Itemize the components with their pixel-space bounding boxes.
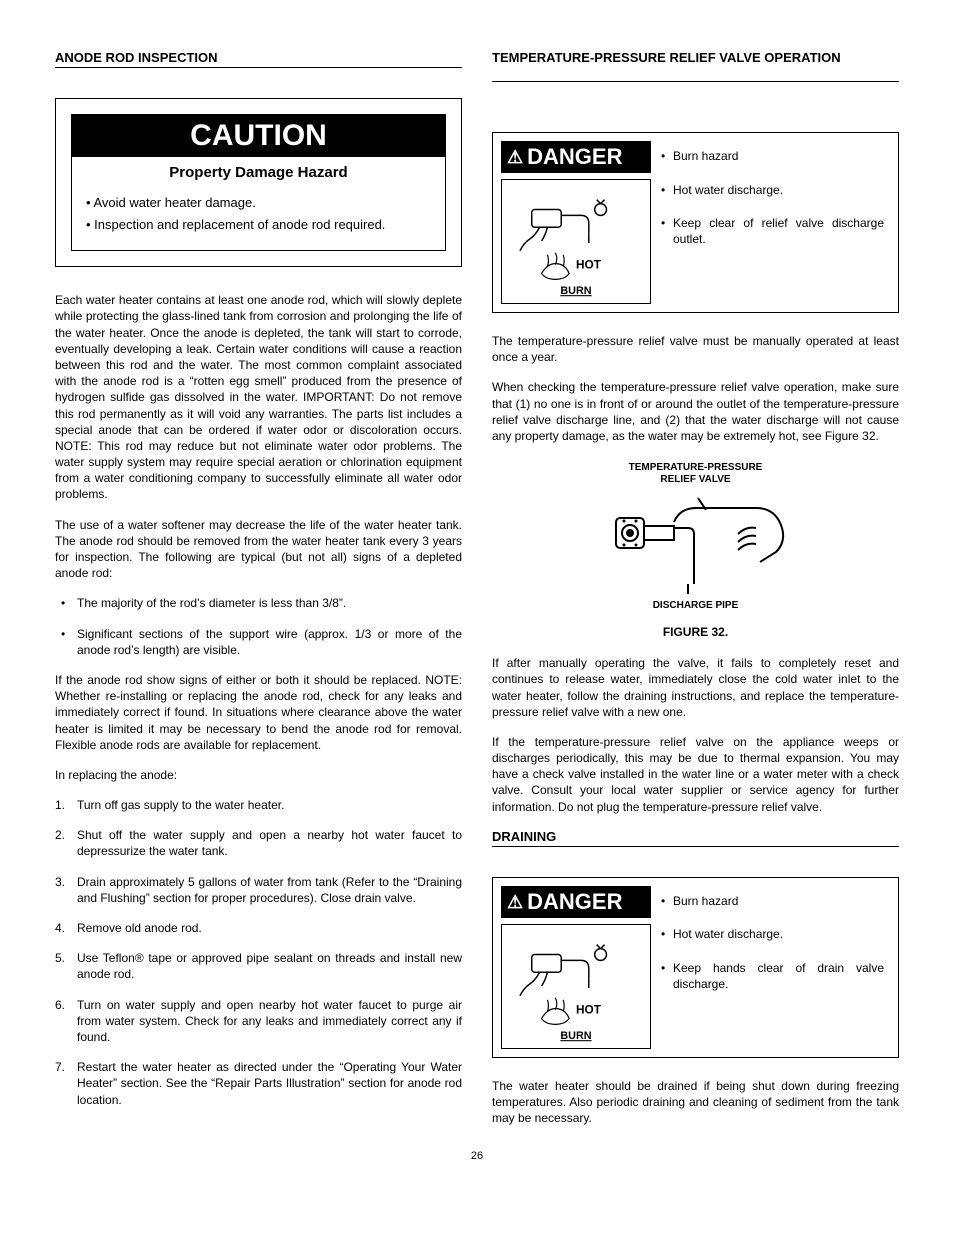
caution-points: Avoid water heater damage. Inspection an… [72, 188, 445, 250]
body-paragraph: The water heater should be drained if be… [492, 1078, 899, 1127]
step-number: 1. [55, 797, 65, 813]
svg-text:BURN: BURN [560, 285, 591, 297]
step-text: Use Teflon® tape or approved pipe sealan… [77, 951, 462, 981]
danger-item: Keep clear of relief valve discharge out… [661, 216, 884, 247]
body-paragraph: If the temperature-pressure relief valve… [492, 734, 899, 815]
section-header-draining: DRAINING [492, 829, 899, 847]
list-item: The majority of the rod’s diameter is le… [55, 595, 462, 611]
danger-bullets: Burn hazard Hot water discharge. Keep cl… [661, 141, 890, 265]
burn-hazard-illustration: HOT BURN [501, 924, 651, 1049]
section-header-anode: ANODE ROD INSPECTION [55, 50, 462, 68]
figure-top-label-2: RELIEF VALVE [492, 474, 899, 486]
danger-box: ⚠ DANGER [492, 132, 899, 313]
steps-list: 1. Turn off gas supply to the water heate… [55, 797, 462, 1108]
step-text: Shut off the water supply and open a nea… [77, 828, 462, 858]
danger-box: ⚠ DANGER [492, 877, 899, 1058]
step-text: Remove old anode rod. [77, 921, 202, 935]
danger-bullets: Burn hazard Hot water discharge. Keep ha… [661, 886, 890, 1010]
danger-item: Keep hands clear of drain valve discharg… [661, 961, 884, 992]
danger-item: Burn hazard [661, 149, 884, 165]
step-number: 6. [55, 997, 65, 1013]
danger-item: Burn hazard [661, 894, 884, 910]
danger-left: ⚠ DANGER [501, 141, 651, 304]
figure-bottom-label: DISCHARGE PIPE [492, 600, 899, 611]
danger-banner-text: DANGER [527, 889, 622, 915]
relief-valve-illustration [596, 488, 796, 598]
body-paragraph: When checking the temperature-pressure r… [492, 379, 899, 444]
step-number: 2. [55, 827, 65, 843]
signs-list: The majority of the rod’s diameter is le… [55, 595, 462, 658]
step-text: Restart the water heater as directed und… [77, 1060, 462, 1106]
step-number: 7. [55, 1059, 65, 1075]
list-item: 2. Shut off the water supply and open a n… [55, 827, 462, 859]
danger-banner-text: DANGER [527, 144, 622, 170]
caution-subhead: Property Damage Hazard [72, 157, 445, 188]
step-text: Turn on water supply and open nearby hot… [77, 998, 462, 1044]
list-item: 5. Use Teflon® tape or approved pipe seal… [55, 950, 462, 982]
page-number: 26 [55, 1150, 899, 1162]
caution-inner: CAUTION Property Damage Hazard Avoid wat… [71, 114, 446, 251]
step-number: 4. [55, 920, 65, 936]
svg-text:HOT: HOT [576, 1002, 602, 1016]
figure-top-label-1: TEMPERATURE-PRESSURE [492, 462, 899, 474]
list-item: 1. Turn off gas supply to the water heate… [55, 797, 462, 813]
step-number: 5. [55, 950, 65, 966]
figure-32: TEMPERATURE-PRESSURE RELIEF VALVE [492, 462, 899, 639]
list-item: 3. Drain approximately 5 gallons of water… [55, 874, 462, 906]
list-item: Significant sections of the support wire… [55, 626, 462, 658]
caution-point: Avoid water heater damage. [86, 192, 431, 214]
svg-text:HOT: HOT [576, 258, 602, 272]
warning-triangle-icon: ⚠ [507, 148, 523, 166]
warning-triangle-icon: ⚠ [507, 893, 523, 911]
list-item: 4. Remove old anode rod. [55, 920, 462, 936]
step-text: Turn off gas supply to the water heater. [77, 798, 284, 812]
body-paragraph: In replacing the anode: [55, 767, 462, 783]
step-text: Drain approximately 5 gallons of water f… [77, 875, 462, 905]
svg-text:BURN: BURN [560, 1030, 591, 1042]
left-column: ANODE ROD INSPECTION CAUTION Property Da… [55, 50, 462, 1140]
danger-left: ⚠ DANGER [501, 886, 651, 1049]
list-item: 7. Restart the water heater as directed u… [55, 1059, 462, 1108]
danger-item: Hot water discharge. [661, 183, 884, 199]
burn-hazard-illustration: HOT BURN [501, 179, 651, 304]
list-item: 6. Turn on water supply and open nearby h… [55, 997, 462, 1046]
body-paragraph: If the anode rod show signs of either or… [55, 672, 462, 753]
body-paragraph: The temperature-pressure relief valve mu… [492, 333, 899, 365]
right-column: TEMPERATURE-PRESSURE RELIEF VALVE OPERAT… [492, 50, 899, 1140]
body-paragraph: If after manually operating the valve, i… [492, 655, 899, 720]
danger-banner: ⚠ DANGER [501, 886, 651, 918]
danger-banner: ⚠ DANGER [501, 141, 651, 173]
figure-caption: FIGURE 32. [492, 625, 899, 639]
section-header-tprv: TEMPERATURE-PRESSURE RELIEF VALVE OPERAT… [492, 50, 899, 82]
caution-point: Inspection and replacement of anode rod … [86, 214, 431, 236]
caution-banner: CAUTION [72, 115, 445, 157]
caution-box: CAUTION Property Damage Hazard Avoid wat… [55, 98, 462, 267]
step-number: 3. [55, 874, 65, 890]
body-paragraph: Each water heater contains at least one … [55, 292, 462, 502]
body-paragraph: The use of a water softener may decrease… [55, 517, 462, 582]
danger-item: Hot water discharge. [661, 927, 884, 943]
